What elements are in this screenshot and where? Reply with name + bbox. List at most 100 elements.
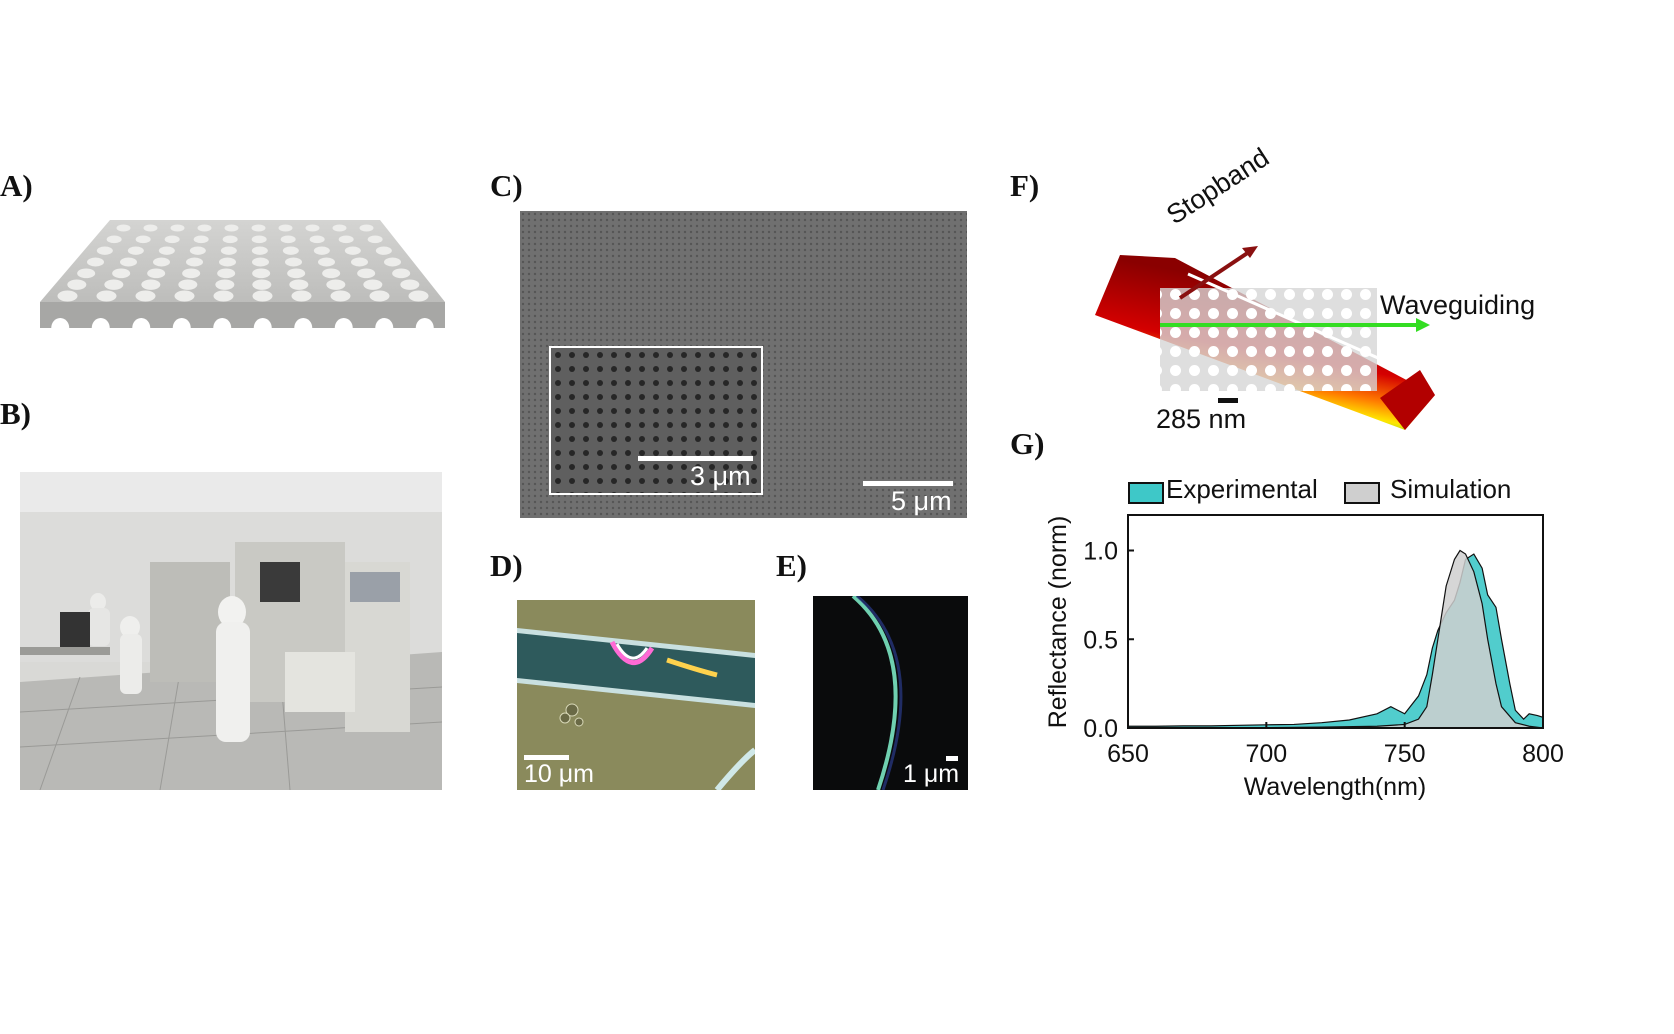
slab-hole [143,224,158,232]
x-axis-label: Wavelength(nm) [1244,773,1426,801]
waveguide-schematic [1095,246,1435,430]
slab-hole [106,235,122,244]
slab-hole [287,268,306,279]
slab-hole [326,279,346,290]
slab-hole [87,257,104,267]
slab-hole [112,268,131,279]
slab-hole [222,235,238,244]
slab-hole [186,257,203,267]
slab-hole [359,224,374,232]
slab-hole [252,268,271,279]
slab-hole [369,290,390,302]
inset-scale-label: 3 μm [690,461,751,491]
slab-hole [189,246,206,255]
e-scalebar [946,756,958,761]
slab-hole [170,224,185,232]
slab-hole [363,279,383,290]
y-tick-label: 1.0 [1083,538,1118,566]
x-tick-label: 700 [1245,740,1287,768]
reflectance-chart: 650 700 750 800 0.0 0.5 1.0 Wavelength(nm) Ref… [1044,514,1564,801]
slab-hole [174,290,195,302]
slab-hole [289,279,309,290]
panel-label-e: E) [776,548,807,583]
slab-hole [280,235,296,244]
slab-hole [375,246,392,255]
slab-edge-notch [172,318,191,338]
chart-legend: Experimental Simulation [1118,474,1558,510]
slab-hole [135,290,156,302]
d-scalebar [524,755,569,760]
panel-label-b: B) [0,396,31,431]
slab-hole [104,279,124,290]
slab-hole [127,246,144,255]
panel-label-a: A) [0,168,33,203]
slab-hole [135,235,151,244]
legend-swatch-experimental [1128,482,1164,504]
sem-image: 3 μm 5 μm [520,211,967,518]
x-tick-label: 800 [1522,740,1564,768]
slab-edge-notch [294,318,313,338]
slab-hole [213,290,234,302]
slab-hole [252,257,269,267]
y-tick-label: 0.0 [1083,715,1118,743]
slab-edge-notch [375,318,394,338]
slab-edge-notch [253,318,272,338]
d-scale-label: 10 μm [524,760,594,788]
slab-hole [116,224,131,232]
slab-hole [384,257,401,267]
slab-hole [313,246,330,255]
slab-hole [251,224,266,232]
slab-hole [141,279,161,290]
slab-hole [77,268,96,279]
slab-hole [57,290,78,302]
slab-hole [392,268,411,279]
slab-hole [147,268,166,279]
slab-hole [278,224,293,232]
slab-hole [182,268,201,279]
slab-hole [178,279,198,290]
slab-hole [215,279,235,290]
slab-edge-notch [213,318,232,338]
slab-hole [408,290,429,302]
slab-hole [158,246,175,255]
panel-label-d: D) [490,548,523,583]
optical-micrograph-d: 10 μm [517,600,755,790]
slab-hole [252,290,273,302]
main-scale-label: 5 μm [891,486,952,516]
slab-hole [96,246,113,255]
slab-hole [251,246,268,255]
slab-hole [219,257,236,267]
slab-hole [120,257,137,267]
photonic-slab-illustration [40,220,445,338]
inset-scalebar [638,456,753,461]
slab-edge-notch [91,318,110,338]
cleanroom-photo [20,472,442,790]
panel-label-g: G) [1010,426,1045,461]
slab-hole [224,224,239,232]
panel-label-f: F) [1010,168,1040,203]
slab-hole [332,224,347,232]
slab-hole [282,246,299,255]
slab-hole [367,235,383,244]
panel-label-c: C) [490,168,523,203]
slab-hole [330,290,351,302]
x-tick-label: 750 [1384,740,1426,768]
waveguiding-label: Waveguiding [1380,290,1536,320]
legend-label-simulation: Simulation [1390,474,1512,504]
main-scalebar [863,481,953,486]
slab-hole [251,235,267,244]
slab-hole [309,235,325,244]
y-axis-label: Reflectance (norm) [1044,516,1072,729]
slab-hole [322,268,341,279]
slab-hole [344,246,361,255]
slab-hole [252,279,272,290]
darkfield-micrograph-e: 1 μm [813,596,968,790]
slab-hole [285,257,302,267]
slab-edge-notch [51,318,70,338]
f-scale-label: 285 nm [1156,404,1247,434]
series-area-simulation [1127,549,1544,729]
slab-edge-notch [415,318,434,338]
legend-label-experimental: Experimental [1166,474,1318,504]
slab-edge-notch [334,318,353,338]
sem-inset [549,346,763,495]
